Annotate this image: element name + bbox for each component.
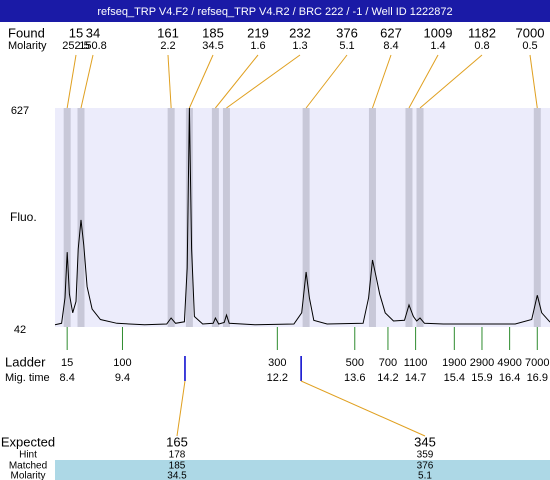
- ladder-time: 9.4: [115, 372, 130, 384]
- peak-connector: [419, 54, 483, 109]
- hint-label: Hint: [19, 450, 37, 461]
- found-molarity: 5.1: [339, 40, 354, 52]
- expected-molarity: 5.1: [418, 471, 432, 480]
- found-molarity: 1.3: [292, 40, 307, 52]
- expected-molarity-label: Molarity: [10, 471, 45, 480]
- found-size: 219: [247, 25, 269, 40]
- ladder-time: 8.4: [60, 372, 75, 384]
- hint-value: 359: [417, 450, 434, 461]
- plot-area: [55, 108, 550, 327]
- peak-band: [416, 108, 424, 327]
- ladder-time: 14.7: [405, 372, 426, 384]
- y-tick-label: 627: [11, 105, 29, 117]
- found-size: 34: [86, 25, 100, 40]
- found-size: 161: [157, 25, 179, 40]
- found-size: 1009: [424, 25, 453, 40]
- ladder-size: 100: [113, 357, 131, 369]
- peak-connector: [305, 54, 348, 109]
- found-molarity: 252.5: [62, 40, 90, 52]
- found-size: 232: [289, 25, 311, 40]
- matched-value: 185: [169, 461, 186, 472]
- found-size: 7000: [516, 25, 545, 40]
- found-size: 376: [336, 25, 358, 40]
- found-size: 185: [202, 25, 224, 40]
- peak-band: [368, 108, 376, 327]
- ladder-size: 1100: [404, 357, 428, 369]
- ladder-time: 16.4: [499, 372, 520, 384]
- ladder-time: 16.9: [527, 372, 548, 384]
- peak-band: [185, 108, 193, 327]
- ladder-time: 15.4: [444, 372, 465, 384]
- peak-band: [222, 108, 230, 327]
- expected-connector: [300, 380, 426, 437]
- found-molarity: 0.5: [522, 40, 537, 52]
- peak-connector: [167, 54, 172, 109]
- expected-connector: [176, 380, 186, 437]
- ladder-time: 12.2: [267, 372, 288, 384]
- found-molarity: 1.4: [430, 40, 445, 52]
- found-molarity: 0.8: [474, 40, 489, 52]
- peak-connector: [529, 54, 538, 109]
- found-molarity: 8.4: [383, 40, 398, 52]
- peak-connector: [66, 54, 77, 109]
- found-molarity: 150.8: [79, 40, 107, 52]
- mig-time-label: Mig. time: [5, 372, 50, 384]
- ladder-time: 14.2: [377, 372, 398, 384]
- found-size: 627: [380, 25, 402, 40]
- title-bar: [0, 0, 550, 22]
- peak-connector: [408, 54, 439, 109]
- found-label: Found: [8, 25, 45, 40]
- ladder-size: 7000: [525, 357, 549, 369]
- matched-label: Matched: [9, 461, 47, 472]
- found-molarity: 34.5: [202, 40, 223, 52]
- peak-band: [533, 108, 541, 327]
- ladder-size: 2900: [470, 357, 494, 369]
- found-molarity: 2.2: [160, 40, 175, 52]
- peak-band: [77, 108, 85, 327]
- expected-size: 165: [166, 434, 188, 449]
- ladder-label: Ladder: [5, 354, 46, 369]
- expected-molarity: 34.5: [167, 471, 187, 480]
- y-tick-label: 42: [14, 324, 26, 336]
- peak-connector: [215, 54, 259, 109]
- expected-size: 345: [414, 434, 436, 449]
- peak-connector: [226, 54, 301, 109]
- found-size: 1182: [468, 25, 496, 40]
- ladder-size: 1900: [442, 357, 466, 369]
- title: refseq_TRP V4.F2 / refseq_TRP V4.R2 / BR…: [97, 6, 452, 18]
- matched-row: [55, 460, 550, 480]
- found-size: 15: [69, 25, 83, 40]
- expected-label: Expected: [1, 434, 55, 449]
- ladder-size: 4900: [497, 357, 521, 369]
- hint-value: 178: [169, 450, 186, 461]
- y-axis-label: Fluo.: [10, 210, 37, 224]
- found-molarity: 1.6: [250, 40, 265, 52]
- ladder-size: 15: [61, 357, 73, 369]
- matched-value: 376: [417, 461, 434, 472]
- peak-connector: [80, 54, 94, 109]
- ladder-time: 15.9: [471, 372, 492, 384]
- trace: [54, 107, 550, 326]
- ladder-size: 500: [346, 357, 364, 369]
- peak-band: [302, 108, 310, 327]
- ladder-size: 700: [379, 357, 397, 369]
- peak-band: [167, 108, 175, 327]
- peak-band: [63, 108, 71, 327]
- ladder-time: 13.6: [344, 372, 365, 384]
- peak-connector: [371, 54, 392, 109]
- molarity-label: Molarity: [8, 40, 47, 52]
- peak-band: [405, 108, 413, 327]
- peak-connector: [188, 54, 214, 109]
- ladder-size: 300: [268, 357, 286, 369]
- peak-band: [211, 108, 219, 327]
